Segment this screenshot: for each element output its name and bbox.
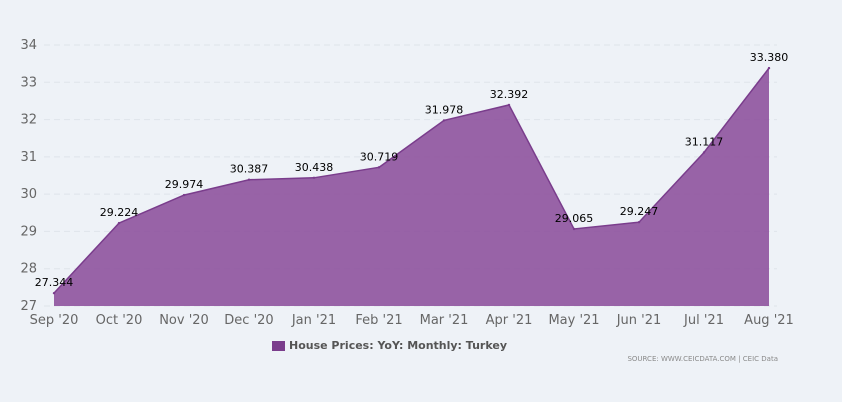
y-tick-label: 27 — [20, 299, 37, 314]
data-point — [52, 291, 56, 295]
data-label: 33.380 — [750, 51, 789, 64]
legend-label: House Prices: YoY: Monthly: Turkey — [289, 339, 507, 352]
area-fill — [54, 68, 769, 306]
source-credit: SOURCE: WWW.CEICDATA.COM | CEIC Data — [627, 355, 778, 363]
data-point — [507, 103, 511, 107]
data-label: 29.065 — [555, 212, 594, 225]
legend-swatch — [272, 340, 285, 351]
x-tick-label: Nov '20 — [159, 313, 209, 328]
data-point — [702, 151, 706, 154]
legend[interactable]: House Prices: YoY: Monthly: Turkey — [272, 339, 507, 352]
data-point — [442, 119, 446, 122]
x-tick-label: Aug '21 — [744, 313, 794, 328]
x-tick-label: Jun '21 — [616, 313, 662, 328]
data-label: 29.974 — [165, 178, 204, 191]
y-tick-label: 30 — [20, 187, 37, 202]
data-point — [247, 178, 251, 181]
series-line — [53, 67, 770, 294]
y-tick-label: 28 — [20, 262, 37, 277]
x-tick-label: Mar '21 — [420, 313, 469, 328]
data-label: 30.387 — [230, 163, 269, 176]
data-label: 32.392 — [490, 88, 529, 101]
data-point — [637, 221, 641, 224]
data-label: 27.344 — [35, 276, 74, 289]
data-point — [767, 66, 771, 70]
y-tick-label: 34 — [20, 38, 37, 53]
x-tick-label: Dec '20 — [224, 313, 273, 328]
data-point — [312, 176, 316, 180]
x-tick-label: Sep '20 — [30, 313, 79, 328]
data-label: 31.978 — [425, 103, 464, 116]
data-label: 30.438 — [295, 161, 334, 174]
y-tick-label: 33 — [20, 75, 37, 90]
y-tick-label: 31 — [20, 150, 37, 165]
x-tick-label: Feb '21 — [355, 313, 402, 328]
data-point — [117, 221, 121, 225]
x-tick-label: Jul '21 — [683, 313, 724, 328]
x-tick-label: May '21 — [548, 313, 599, 328]
x-tick-label: Oct '20 — [96, 313, 143, 328]
data-label: 30.719 — [360, 150, 399, 163]
y-tick-label: 32 — [20, 113, 37, 128]
data-point — [182, 193, 186, 197]
y-tick-label: 29 — [20, 224, 37, 239]
data-point — [572, 227, 576, 231]
data-point — [377, 166, 381, 169]
x-tick-label: Apr '21 — [486, 313, 533, 328]
data-label: 31.117 — [685, 135, 724, 148]
x-tick-label: Jan '21 — [291, 313, 336, 328]
data-label: 29.224 — [100, 206, 139, 219]
data-label: 29.247 — [620, 205, 659, 218]
